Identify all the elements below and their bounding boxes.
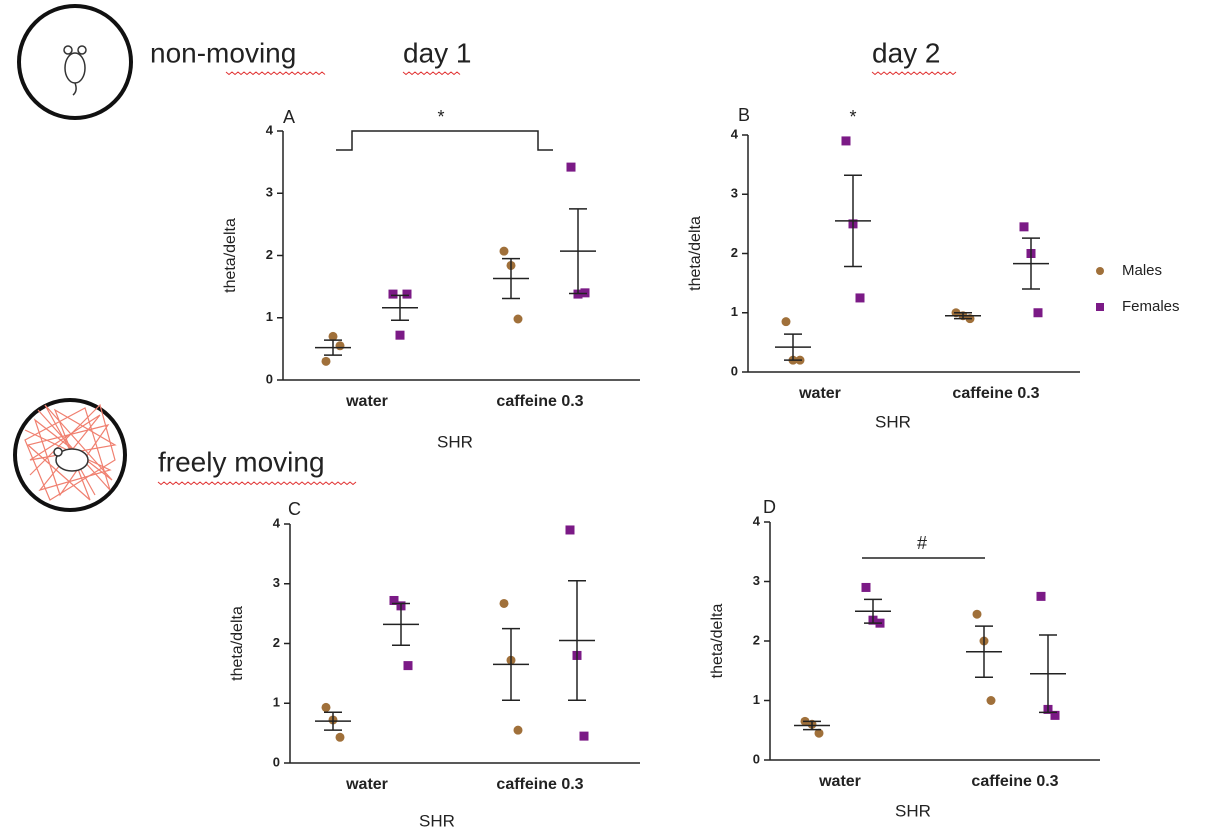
spell-underline — [871, 71, 957, 76]
x-tick-label: water — [345, 393, 388, 410]
x-tick-label: caffeine 0.3 — [496, 393, 583, 410]
x-tick-label: caffeine 0.3 — [496, 776, 583, 793]
y-tick-label: 4 — [731, 126, 739, 141]
spell-underline — [402, 71, 461, 76]
y-tick-label: 4 — [273, 515, 281, 530]
y-tick-label: 2 — [266, 247, 273, 262]
x-tick-label: water — [818, 773, 861, 790]
y-tick-label: 0 — [731, 363, 738, 378]
female-point — [402, 289, 412, 299]
male-point — [814, 728, 824, 738]
legend-label: Males — [1122, 262, 1162, 279]
x-tick-label: water — [345, 776, 388, 793]
icon-frame — [17, 4, 133, 120]
female-point — [841, 136, 851, 146]
mouse-icon — [53, 447, 89, 472]
y-tick-label: 3 — [731, 186, 738, 201]
male-point — [328, 331, 338, 341]
female-point — [1019, 222, 1029, 232]
female-point — [855, 293, 865, 303]
y-tick-label: 0 — [753, 751, 760, 766]
male-point — [972, 609, 982, 619]
female-point — [1036, 591, 1046, 601]
y-tick-label: 2 — [273, 635, 280, 650]
female-point — [389, 595, 399, 605]
female-point — [565, 525, 575, 535]
male-point — [499, 246, 509, 256]
y-tick-label: 1 — [753, 692, 760, 707]
header-text: day 1 — [403, 37, 472, 68]
male-point — [499, 598, 509, 608]
male-point — [321, 356, 331, 366]
header-text: day 2 — [872, 37, 941, 68]
header-text: non-moving — [150, 37, 296, 68]
panel-label: C — [288, 499, 301, 519]
male-point — [781, 317, 791, 327]
y-tick-label: 3 — [753, 573, 760, 588]
x-axis-label: SHR — [875, 412, 911, 431]
x-tick-label: caffeine 0.3 — [971, 773, 1058, 790]
x-tick-label: caffeine 0.3 — [952, 385, 1039, 402]
male-point — [335, 732, 345, 742]
x-axis-label: SHR — [895, 801, 931, 820]
male-point — [986, 696, 996, 705]
y-tick-label: 1 — [273, 695, 280, 710]
annotation: * — [849, 107, 856, 127]
male-point — [513, 725, 523, 735]
female-point — [1050, 710, 1060, 720]
spell-underline — [157, 481, 357, 486]
female-point — [579, 731, 589, 741]
y-tick-label: 3 — [266, 185, 273, 200]
y-tick-label: 4 — [266, 122, 274, 137]
female-point — [1033, 308, 1043, 318]
legend-label: Females — [1122, 298, 1180, 315]
y-tick-label: 2 — [753, 632, 760, 647]
female-point — [566, 162, 576, 172]
significance-bracket — [336, 130, 553, 151]
legend-marker — [1096, 267, 1104, 275]
header-text: freely moving — [158, 446, 325, 477]
spell-underline — [225, 71, 326, 76]
y-tick-label: 4 — [753, 513, 761, 528]
y-axis-label: theta/delta — [687, 216, 704, 291]
panel-label: D — [763, 497, 776, 517]
x-axis-label: SHR — [419, 811, 455, 830]
x-axis-label: SHR — [437, 432, 473, 451]
annotation: * — [437, 107, 444, 127]
female-point — [388, 289, 398, 299]
y-axis-label: theta/delta — [709, 604, 726, 679]
y-tick-label: 3 — [273, 575, 280, 590]
female-point — [861, 582, 871, 592]
y-tick-label: 0 — [266, 371, 273, 386]
annotation: # — [917, 533, 927, 553]
male-point — [321, 702, 331, 712]
panel-label: B — [738, 105, 750, 125]
y-axis-label: theta/delta — [222, 218, 239, 293]
icon-frame — [13, 398, 127, 512]
x-tick-label: water — [798, 385, 841, 402]
y-axis-label: theta/delta — [229, 606, 246, 681]
panel-label: A — [283, 107, 295, 127]
mouse-icon — [63, 45, 87, 96]
y-tick-label: 2 — [731, 245, 738, 260]
male-point — [513, 314, 523, 324]
y-tick-label: 0 — [273, 754, 280, 769]
male-point — [335, 341, 345, 351]
legend-marker — [1096, 303, 1104, 311]
female-point — [395, 330, 405, 340]
y-tick-label: 1 — [266, 309, 273, 324]
y-tick-label: 1 — [731, 304, 738, 319]
female-point — [403, 661, 413, 671]
